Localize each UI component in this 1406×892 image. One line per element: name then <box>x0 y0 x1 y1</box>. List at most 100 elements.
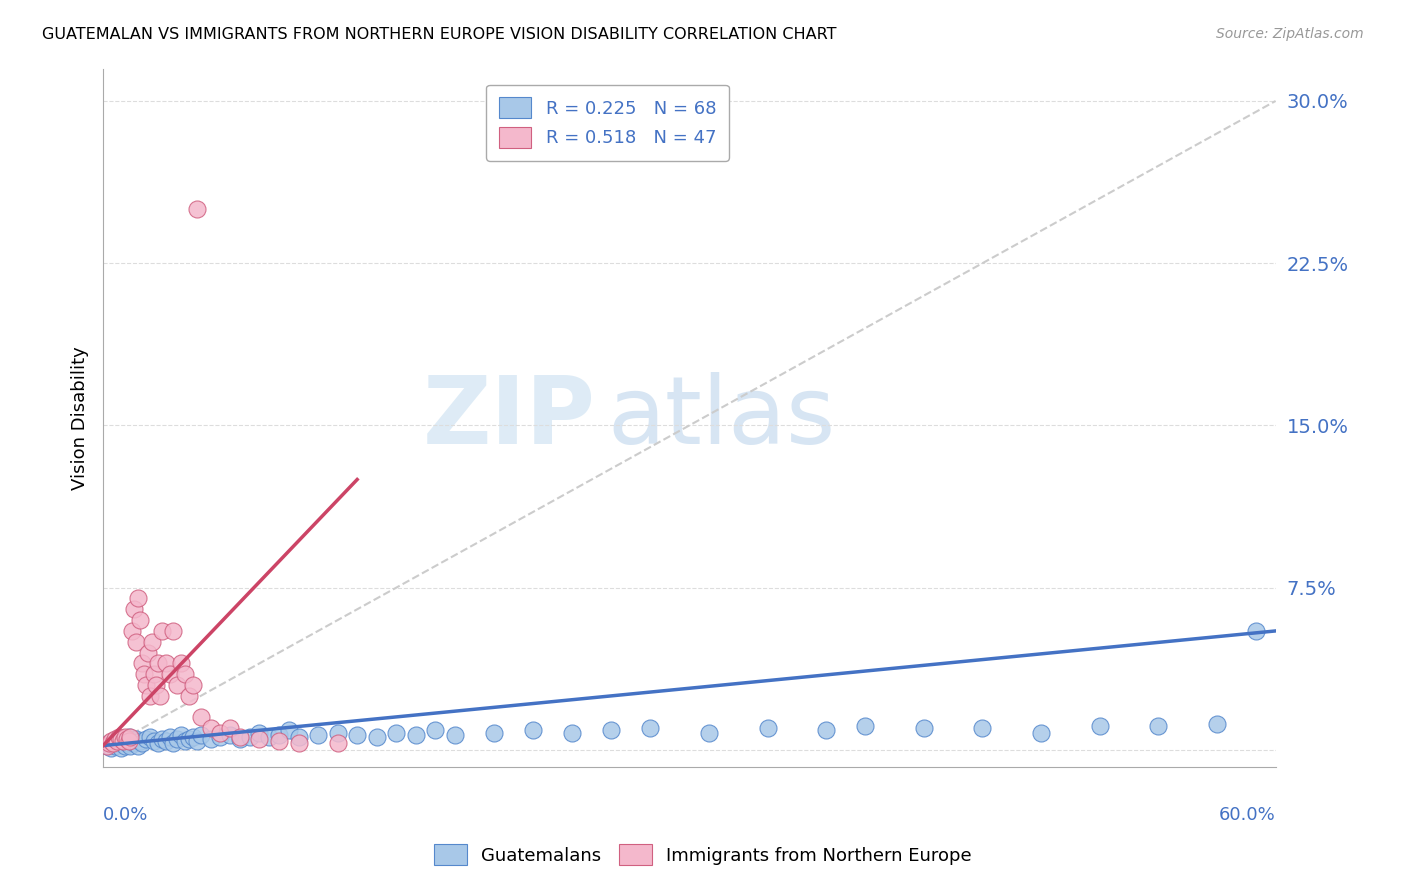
Point <box>219 728 242 742</box>
Point <box>150 732 173 747</box>
Point <box>121 734 143 748</box>
Point <box>121 624 143 638</box>
Point <box>135 678 157 692</box>
Point <box>96 739 118 753</box>
Text: 60.0%: 60.0% <box>1219 806 1275 824</box>
Point <box>105 736 128 750</box>
Point <box>124 602 146 616</box>
Point <box>249 725 271 739</box>
Point <box>229 730 252 744</box>
Point <box>287 736 309 750</box>
Point <box>131 736 153 750</box>
Point <box>170 657 193 671</box>
Point <box>135 732 157 747</box>
Point <box>114 739 136 753</box>
Point <box>326 725 349 739</box>
Point <box>249 732 271 747</box>
Point <box>124 736 146 750</box>
Point <box>101 736 124 750</box>
Point <box>425 723 447 738</box>
Point <box>170 728 193 742</box>
Point <box>186 734 208 748</box>
Point <box>100 734 122 748</box>
Point <box>159 667 181 681</box>
Point <box>98 736 121 750</box>
Point <box>200 732 222 747</box>
Point <box>114 730 136 744</box>
Point <box>139 730 162 744</box>
Point <box>385 725 408 739</box>
Point <box>190 728 212 742</box>
Point <box>190 710 212 724</box>
Point <box>166 732 188 747</box>
Point <box>600 723 623 738</box>
Point <box>145 678 167 692</box>
Point <box>257 730 280 744</box>
Point <box>444 728 467 742</box>
Point <box>1206 717 1229 731</box>
Y-axis label: Vision Disability: Vision Disability <box>72 346 89 490</box>
Point <box>267 728 290 742</box>
Point <box>111 734 134 748</box>
Point <box>98 736 121 750</box>
Point <box>638 721 661 735</box>
Point <box>139 689 162 703</box>
Point <box>697 725 720 739</box>
Point <box>162 624 184 638</box>
Point <box>561 725 583 739</box>
Point <box>149 689 172 703</box>
Point <box>1029 725 1052 739</box>
Point <box>120 739 142 753</box>
Point <box>146 736 169 750</box>
Point <box>166 678 188 692</box>
Text: atlas: atlas <box>607 372 835 464</box>
Point <box>179 732 201 747</box>
Point <box>127 591 149 606</box>
Point <box>287 730 309 744</box>
Point <box>134 667 156 681</box>
Point <box>146 657 169 671</box>
Text: 0.0%: 0.0% <box>103 806 149 824</box>
Point <box>482 725 505 739</box>
Point <box>1147 719 1170 733</box>
Point <box>110 732 132 747</box>
Point <box>277 723 299 738</box>
Point <box>972 721 994 735</box>
Point <box>1244 624 1267 638</box>
Point <box>366 730 388 744</box>
Point <box>756 721 779 735</box>
Point <box>209 725 232 739</box>
Point <box>186 202 208 216</box>
Point <box>179 689 201 703</box>
Text: Source: ZipAtlas.com: Source: ZipAtlas.com <box>1216 27 1364 41</box>
Point <box>131 657 153 671</box>
Point <box>120 730 142 744</box>
Point <box>107 732 129 747</box>
Point <box>107 730 129 744</box>
Point <box>96 739 118 753</box>
Point <box>129 613 152 627</box>
Point <box>136 646 159 660</box>
Point <box>115 732 138 747</box>
Point <box>105 734 128 748</box>
Point <box>174 734 197 748</box>
Point <box>150 624 173 638</box>
Point <box>129 734 152 748</box>
Point <box>104 732 127 747</box>
Point <box>307 728 329 742</box>
Point <box>142 734 165 748</box>
Point <box>117 734 139 748</box>
Point <box>200 721 222 735</box>
Point <box>104 739 127 753</box>
Point <box>111 734 134 748</box>
Point <box>115 736 138 750</box>
Point <box>326 736 349 750</box>
Point <box>815 723 838 738</box>
Text: ZIP: ZIP <box>423 372 596 464</box>
Point <box>101 734 124 748</box>
Point <box>219 721 242 735</box>
Point <box>125 634 148 648</box>
Point <box>239 730 262 744</box>
Point <box>181 730 204 744</box>
Point <box>110 740 132 755</box>
